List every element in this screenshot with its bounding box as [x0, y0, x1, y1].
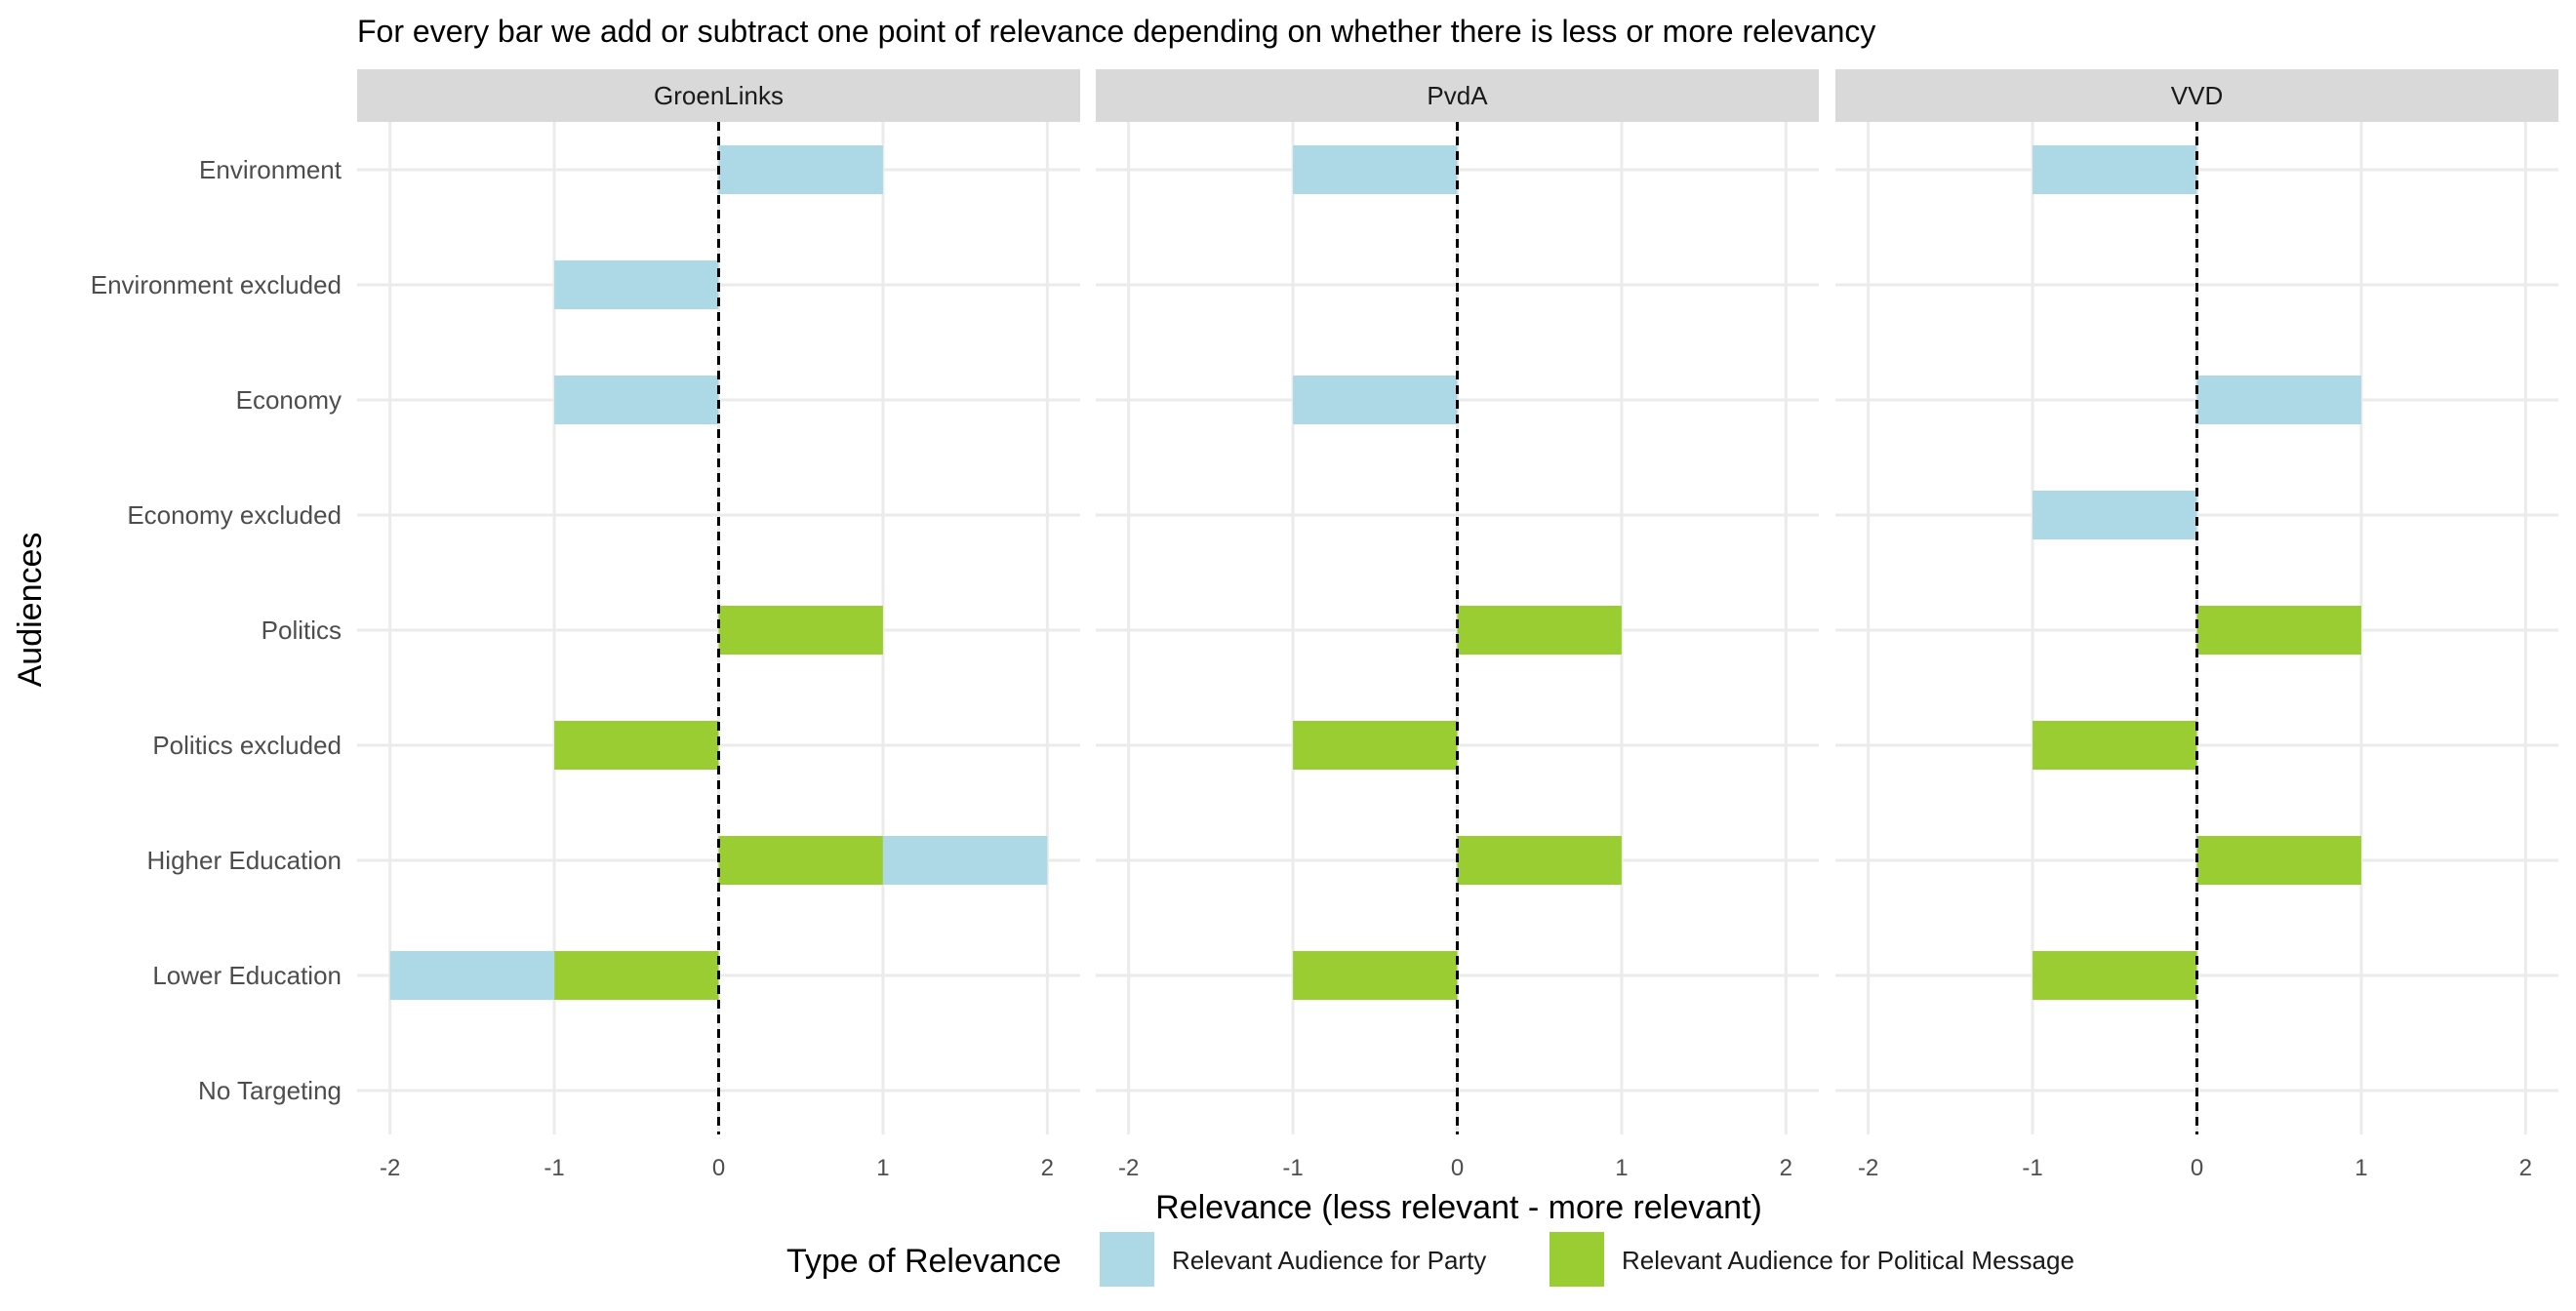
panel-strip-label: GroenLinks	[654, 81, 784, 110]
bar-segment	[718, 606, 883, 655]
panels: GroenLinks -2 -1 0 1 2 PvdA -2 -1 0 1 2 VVD -2 -1 0 1 2 En…	[91, 69, 2558, 1181]
x-tick-label: -2	[380, 1155, 400, 1181]
panel-strip	[1835, 69, 2558, 122]
bar-segment	[554, 260, 719, 309]
y-tick-label: Higher Education	[147, 846, 342, 875]
bar-segment	[2196, 606, 2361, 655]
legend-title: Type of Relevance	[786, 1243, 1062, 1280]
bar-segment	[554, 376, 719, 424]
panel-vvd: VVD -2 -1 0 1 2	[1835, 69, 2558, 1181]
x-tick-label: -1	[1282, 1155, 1303, 1181]
bar-segment	[1457, 836, 1622, 885]
panel-strip	[1096, 69, 1819, 122]
bar-segment	[882, 836, 1048, 885]
x-tick-label: 1	[1615, 1155, 1628, 1181]
x-tick-label: -1	[2022, 1155, 2042, 1181]
y-tick-label: Politics	[262, 616, 342, 645]
bar-segment	[2033, 721, 2197, 770]
bar-segment	[554, 721, 719, 770]
bar-segment	[718, 836, 883, 885]
legend: Type of Relevance Relevant Audience for P…	[786, 1232, 2074, 1287]
x-tick-label: 0	[2191, 1155, 2203, 1181]
bar-segment	[554, 951, 719, 1000]
legend-item: Relevant Audience for Political Message	[1550, 1232, 2074, 1287]
y-tick-label: Economy excluded	[127, 500, 342, 530]
bar-segment	[2033, 145, 2197, 194]
x-tick-label: 1	[876, 1155, 889, 1181]
bar-segment	[1293, 145, 1458, 194]
y-axis-title: Audiences	[12, 533, 49, 688]
legend-key	[1550, 1232, 1604, 1287]
x-tick-label: -2	[1118, 1155, 1139, 1181]
y-tick-label: Environment excluded	[91, 270, 342, 299]
legend-key	[1100, 1232, 1154, 1287]
panel-strip-label: VVD	[2171, 81, 2223, 110]
legend-item: Relevant Audience for Party	[1100, 1232, 1486, 1287]
bar-segment	[1293, 951, 1458, 1000]
bar-segment	[2196, 836, 2361, 885]
bar-segment	[2196, 376, 2361, 424]
bar-segment	[389, 951, 555, 1000]
x-tick-label: -1	[543, 1155, 564, 1181]
panel-strip-label: PvdA	[1427, 81, 1488, 110]
x-tick-label: 2	[1041, 1155, 1054, 1181]
legend-label: Relevant Audience for Political Message	[1622, 1246, 2074, 1275]
bar-segment	[2033, 951, 2197, 1000]
x-tick-label: 0	[712, 1155, 725, 1181]
y-tick-label: Economy	[236, 385, 342, 415]
y-tick-label: No Targeting	[198, 1076, 342, 1105]
y-tick-label: Environment	[199, 155, 342, 184]
x-tick-label: -2	[1858, 1155, 1878, 1181]
x-tick-label: 2	[2519, 1155, 2532, 1181]
bar-segment	[718, 145, 883, 194]
panel-strip	[357, 69, 1080, 122]
bar-segment	[1457, 606, 1622, 655]
panel-groenlinks: GroenLinks -2 -1 0 1 2	[357, 69, 1080, 1181]
x-tick-label: 2	[1780, 1155, 1792, 1181]
panel-pvda: PvdA -2 -1 0 1 2	[1096, 69, 1819, 1181]
bar-segment	[2033, 491, 2197, 539]
x-tick-label: 0	[1451, 1155, 1464, 1181]
x-tick-label: 1	[2355, 1155, 2367, 1181]
x-axis-title: Relevance (less relevant - more relevant…	[1155, 1189, 1762, 1226]
legend-label: Relevant Audience for Party	[1172, 1246, 1486, 1275]
bar-segment	[1293, 721, 1458, 770]
y-tick-label: Lower Education	[152, 961, 342, 990]
y-tick-label: Politics excluded	[152, 731, 342, 760]
chart-title: For every bar we add or subtract one poi…	[357, 14, 1875, 49]
bar-segment	[1293, 376, 1458, 424]
